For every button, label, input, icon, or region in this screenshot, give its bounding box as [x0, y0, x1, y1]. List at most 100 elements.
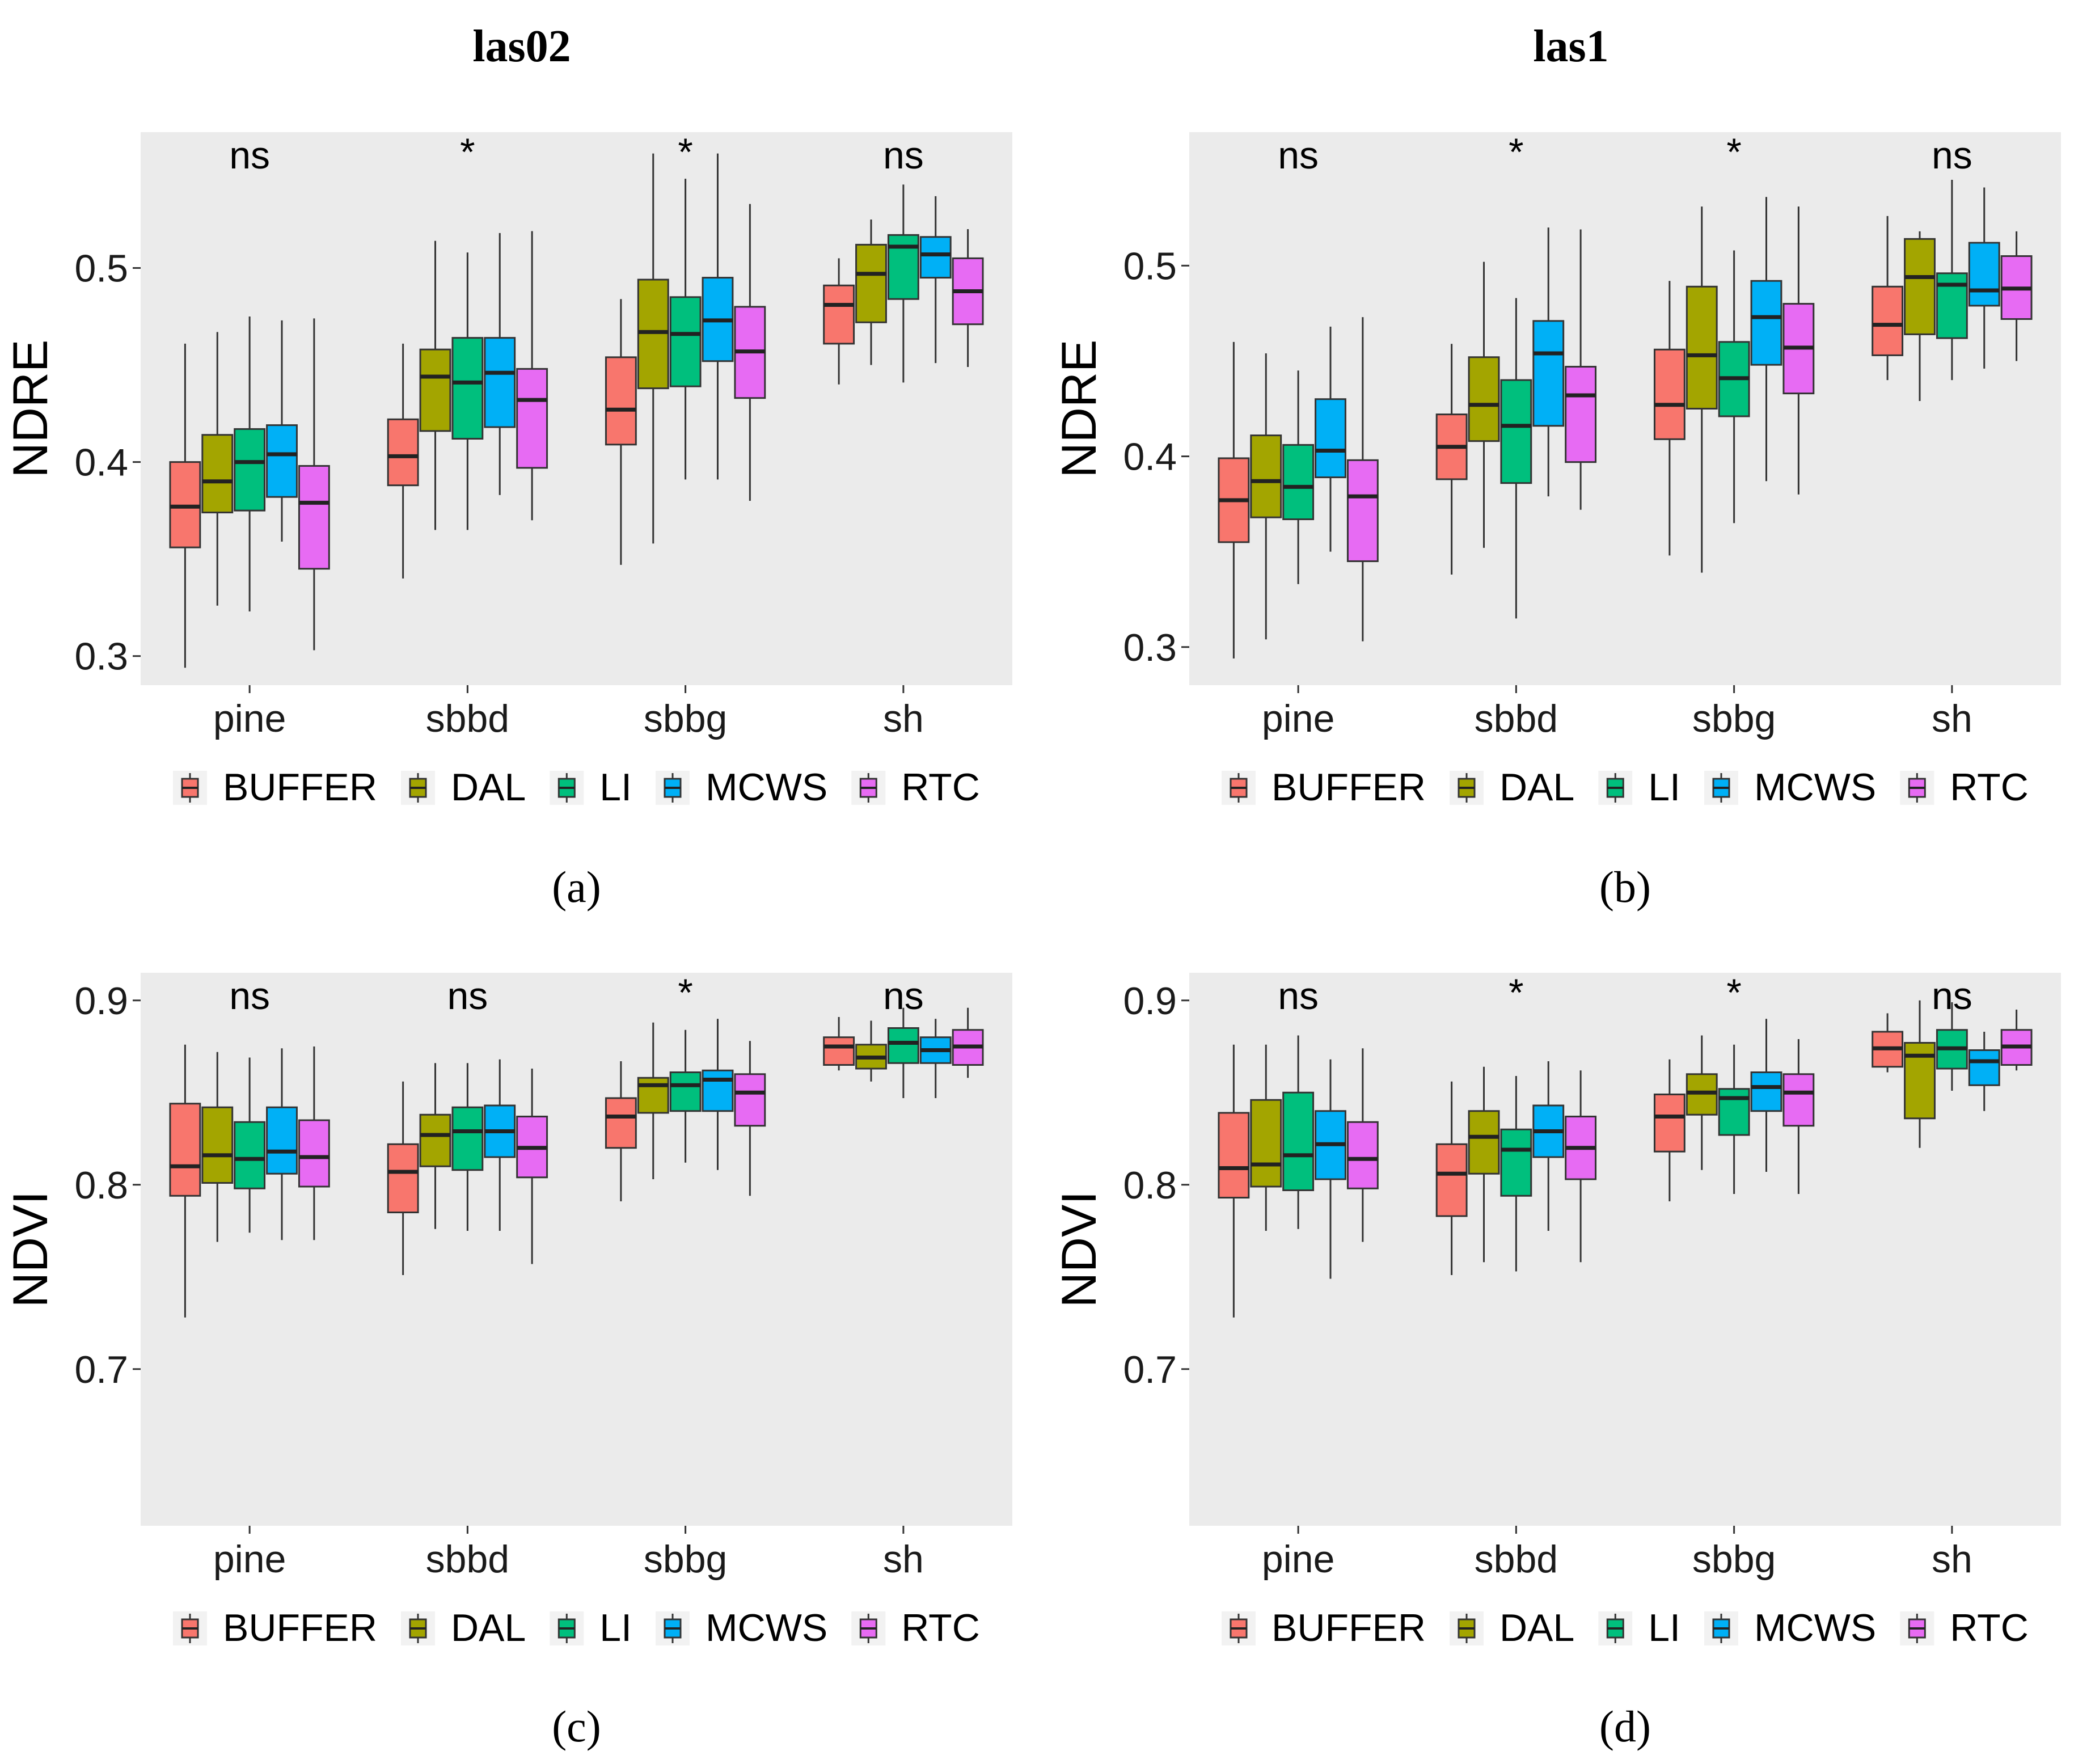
y-tick-label: 0.8	[1123, 1164, 1177, 1207]
significance-label: ns	[883, 134, 924, 177]
x-tick-label: sh	[883, 1538, 924, 1581]
box-li	[1718, 1088, 1750, 1136]
legend-label: BUFFER	[223, 766, 377, 809]
box-rtc	[1565, 366, 1597, 463]
box-rtc	[1346, 459, 1379, 562]
significance-label: ns	[447, 974, 488, 1018]
significance-label: *	[678, 130, 692, 174]
box-li	[669, 1071, 702, 1112]
box-rtc	[298, 1119, 330, 1188]
x-tick-label: sbbg	[644, 697, 727, 740]
y-axis-title: NDVI	[1052, 1191, 1106, 1307]
legend-label: LI	[599, 766, 632, 809]
box-mcws	[484, 337, 516, 428]
y-axis-title: NDVI	[3, 1191, 58, 1307]
box-buffer	[387, 1143, 419, 1213]
legend-label: MCWS	[706, 1606, 827, 1649]
box-buffer	[823, 1036, 855, 1066]
significance-label: ns	[1278, 134, 1319, 177]
box-mcws	[1532, 320, 1565, 427]
legend-label: RTC	[901, 766, 980, 809]
y-axis-title: NDRE	[1052, 340, 1106, 478]
panel-b: 0.3 0.4 0.5 NDRE pine ns sbbd * sbbg * sh ns BUFFER D…	[1052, 130, 2061, 911]
x-tick-label: sbbd	[426, 697, 509, 740]
box-li	[234, 428, 266, 512]
x-tick-label: sbbg	[644, 1538, 727, 1581]
significance-label: *	[460, 130, 475, 174]
legend-label: RTC	[901, 1606, 980, 1649]
panels-container: 0.3 0.4 0.5 NDRE pine ns sbbd * sbbg * sh ns BUFFER D…	[3, 130, 2061, 1751]
box-mcws	[266, 424, 298, 498]
y-tick-label: 0.3	[1123, 626, 1177, 669]
box-rtc	[1782, 1073, 1815, 1127]
box-buffer	[387, 418, 419, 487]
legend-label: LI	[1648, 766, 1680, 809]
y-tick-label: 0.5	[1123, 244, 1177, 288]
legend-label: DAL	[1499, 1606, 1574, 1649]
legend-label: RTC	[1950, 1606, 2029, 1649]
column-title-right: las1	[1533, 22, 1608, 71]
box-mcws	[1968, 242, 2000, 307]
y-tick-label: 0.9	[1123, 980, 1177, 1023]
significance-label: ns	[229, 134, 270, 177]
x-tick-label: pine	[1262, 1538, 1335, 1581]
panel-c: 0.70.80.9NDVIpinenssbbdnssbbg*shnsBUFFER…	[3, 971, 1012, 1751]
box-li	[1500, 1128, 1532, 1197]
y-tick-label: 0.7	[1123, 1348, 1177, 1391]
y-tick-label: 0.5	[74, 247, 128, 290]
x-tick-label: sbbg	[1692, 1538, 1776, 1581]
box-buffer	[1653, 348, 1686, 440]
box-mcws	[266, 1106, 298, 1175]
box-mcws	[1750, 1071, 1782, 1112]
box-buffer	[1435, 1143, 1468, 1217]
x-tick-label: sh	[1932, 697, 1972, 740]
box-buffer	[605, 1097, 637, 1149]
y-tick-label: 0.9	[74, 980, 128, 1023]
box-mcws	[1968, 1049, 2000, 1086]
box-dal	[637, 1077, 669, 1114]
box-rtc	[298, 465, 330, 570]
x-tick-label: pine	[213, 697, 286, 740]
box-li	[1500, 379, 1532, 484]
box-dal	[1468, 1110, 1500, 1175]
legend-label: MCWS	[706, 766, 827, 809]
legend-label: DAL	[451, 766, 526, 809]
x-tick-label: sh	[1932, 1538, 1972, 1581]
y-tick-label: 0.8	[74, 1164, 128, 1207]
plot-background	[141, 132, 1012, 685]
legend-label: LI	[599, 1606, 632, 1649]
box-buffer	[1872, 285, 1904, 356]
significance-label: *	[1726, 971, 1741, 1014]
box-li	[887, 1027, 919, 1064]
box-dal	[201, 434, 234, 514]
box-rtc	[516, 368, 548, 469]
box-dal	[1904, 238, 1936, 335]
y-tick-label: 0.3	[74, 635, 128, 678]
column-title-left: las02	[472, 22, 571, 71]
legend-label: BUFFER	[1272, 766, 1426, 809]
box-li	[1282, 1091, 1315, 1191]
box-li	[887, 234, 919, 300]
x-tick-label: pine	[213, 1538, 286, 1581]
box-li	[451, 1106, 484, 1171]
box-dal	[1686, 285, 1718, 410]
box-li	[1282, 444, 1315, 521]
legend-label: BUFFER	[1272, 1606, 1426, 1649]
x-tick-label: sbbd	[1475, 697, 1558, 740]
significance-label: *	[1509, 130, 1523, 174]
box-rtc	[1346, 1121, 1379, 1189]
panel-label: (d)	[1599, 1702, 1651, 1751]
legend-label: MCWS	[1754, 766, 1876, 809]
significance-label: *	[1509, 971, 1523, 1014]
panel-label: (c)	[552, 1702, 601, 1751]
panel-label: (b)	[1599, 862, 1651, 911]
box-li	[451, 337, 484, 440]
x-tick-label: sh	[883, 697, 924, 740]
box-mcws	[702, 1069, 734, 1112]
box-buffer	[605, 356, 637, 446]
significance-label: *	[678, 971, 692, 1014]
box-dal	[1468, 356, 1500, 442]
box-li	[234, 1121, 266, 1189]
y-tick-label: 0.4	[74, 441, 128, 484]
